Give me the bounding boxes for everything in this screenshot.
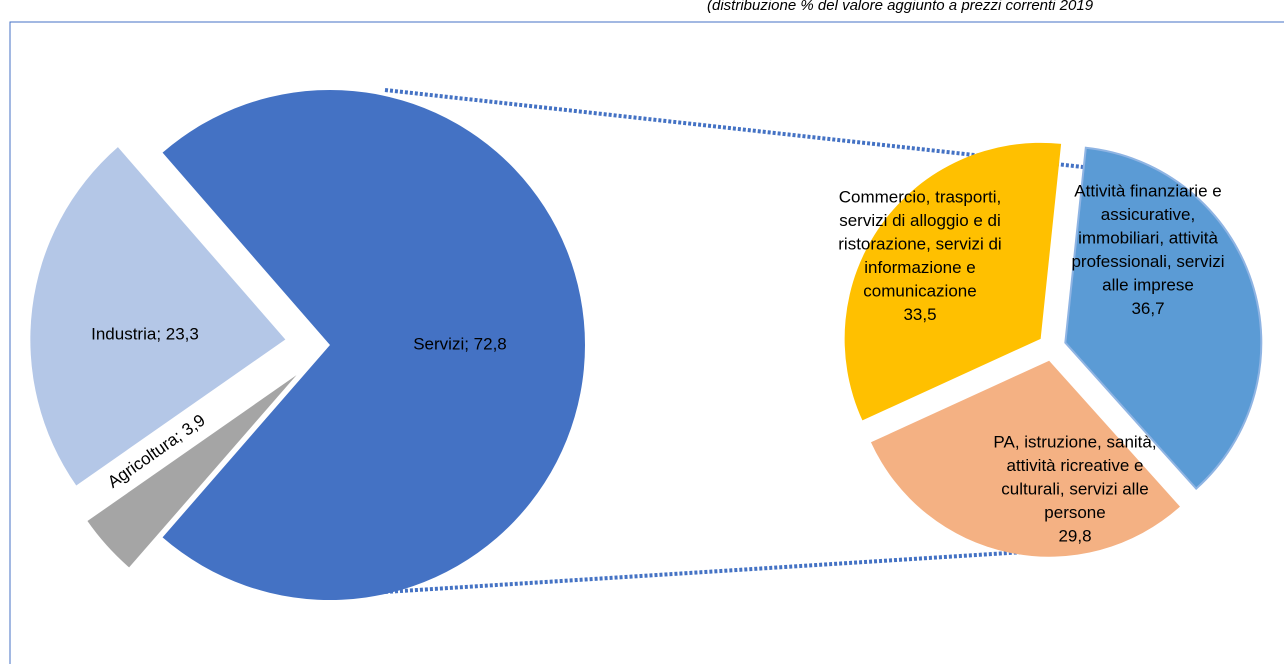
category-label: Commercio, trasporti, (839, 187, 1001, 206)
category-label: professionali, servizi (1071, 252, 1224, 271)
category-label: attività ricreative e (1007, 456, 1144, 475)
pie-slice (844, 142, 1062, 421)
pie-slice (30, 147, 286, 486)
category-label: persone (1044, 503, 1105, 522)
category-label: servizi di alloggio e di (839, 211, 1001, 230)
chart-border (9, 21, 1284, 664)
data-label: 29,8 (1058, 526, 1091, 545)
pie-slice (1064, 146, 1263, 491)
data-label: 33,5 (903, 305, 936, 324)
category-label: comunicazione (863, 281, 976, 300)
data-label: 36,7 (1131, 299, 1164, 318)
pie-slice (870, 360, 1180, 557)
pie-slice (162, 90, 586, 601)
category-label: ristorazione, servizi di (838, 234, 1001, 253)
category-label: Attività finanziarie e (1074, 181, 1221, 200)
pie-slice (87, 375, 297, 568)
chart-subtitle: (distribuzione % del valore aggiunto a p… (707, 0, 1094, 14)
category-label: culturali, servizi alle (1001, 479, 1148, 498)
category-label: immobiliari, attività (1078, 228, 1218, 247)
data-label: Servizi; 72,8 (413, 334, 507, 353)
category-label: PA, istruzione, sanità, (993, 432, 1156, 451)
connector-line (384, 546, 1089, 594)
category-label: alle imprese (1102, 275, 1194, 294)
data-label: Industria; 23,3 (91, 324, 199, 343)
category-label: assicurative, (1101, 205, 1195, 224)
category-label: informazione e (864, 258, 976, 277)
